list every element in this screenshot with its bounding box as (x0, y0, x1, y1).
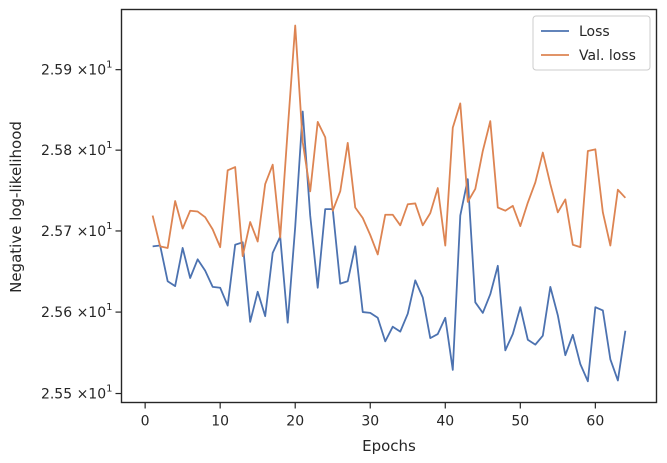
y-tick-label: 2.55 ×101 (41, 384, 113, 403)
x-tick-label: 10 (211, 414, 229, 430)
x-axis-label: Epochs (362, 437, 416, 455)
x-tick-label: 60 (586, 414, 604, 430)
x-tick-label: 40 (436, 414, 454, 430)
x-tick-label: 0 (141, 414, 150, 430)
x-tick-label: 50 (511, 414, 529, 430)
y-tick-label: 2.57 ×101 (41, 221, 113, 240)
legend-label-loss: Loss (579, 24, 610, 40)
legend: Loss Val. loss (533, 16, 650, 70)
y-axis-label: Negative log-likelihood (7, 121, 25, 293)
y-tick-label: 2.58 ×101 (41, 140, 113, 159)
legend-label-val-loss: Val. loss (579, 48, 636, 64)
line-chart: 0 10 20 30 40 50 60 2.55 ×101 2.56 ×101 2.57 ×101… (0, 0, 667, 463)
x-tick-label: 30 (361, 414, 379, 430)
x-tick-label: 20 (286, 414, 304, 430)
y-tick-label: 2.56 ×101 (41, 302, 113, 321)
y-tick-label: 2.59 ×101 (41, 60, 113, 79)
